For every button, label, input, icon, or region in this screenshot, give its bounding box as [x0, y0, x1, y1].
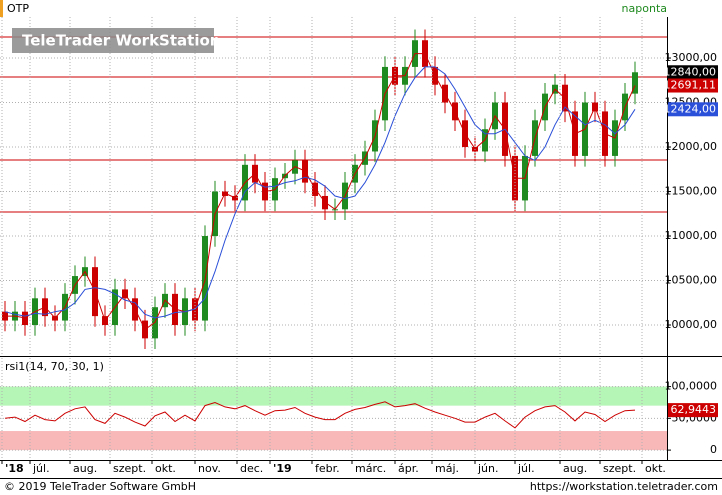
- x-tick-label: szept.: [603, 462, 636, 475]
- y-tick-label: 13000,00: [665, 51, 718, 64]
- x-tick-label: dec.: [240, 462, 263, 475]
- y-tick-label: 12000,00: [665, 140, 718, 153]
- x-tick-label: aug.: [73, 462, 97, 475]
- symbol-marker: [0, 0, 3, 17]
- price-tag-label: 12840,00: [664, 65, 717, 78]
- x-tick-label: '18: [5, 462, 24, 475]
- copyright: © 2019 TeleTrader Software GmbH: [4, 480, 196, 493]
- y-tick-label: 0: [710, 443, 717, 456]
- x-tick-label: nov.: [198, 462, 221, 475]
- y-tick-label: 100,0000: [665, 380, 718, 393]
- y-tick-label: 10000,00: [665, 318, 718, 331]
- symbol: OTP: [7, 2, 29, 15]
- x-tick-label: jún.: [477, 462, 499, 475]
- price-tag-label: 12691,11: [664, 79, 717, 92]
- watermark: TeleTrader WorkStation: [22, 32, 220, 50]
- price-tag-label: 62,9443: [671, 403, 717, 416]
- period: naponta: [622, 2, 667, 15]
- indicator-title: rsi1(14, 70, 30, 1): [5, 360, 104, 373]
- x-tick-label: júl.: [517, 462, 535, 475]
- series-line: [4, 66, 636, 319]
- x-tick-label: szept.: [113, 462, 146, 475]
- x-tick-label: márc.: [355, 462, 386, 475]
- footer-url[interactable]: https://workstation.teletrader.com: [530, 480, 718, 493]
- x-tick-label: okt.: [155, 462, 176, 475]
- watermark-box: [12, 28, 214, 53]
- y-tick-label: 11000,00: [665, 229, 718, 242]
- x-tick-label: febr.: [315, 462, 340, 475]
- candle-body: [632, 72, 638, 94]
- price-tag: [668, 78, 718, 93]
- x-tick-label: '19: [273, 462, 292, 475]
- series-line: [4, 401, 636, 429]
- price-tag: [668, 65, 718, 80]
- price-tag: [668, 102, 718, 117]
- price-tag: [668, 403, 718, 418]
- x-tick-label: ápr.: [398, 462, 419, 475]
- x-tick-label: aug.: [563, 462, 587, 475]
- x-tick-label: máj.: [435, 462, 459, 475]
- x-tick-label: júl.: [32, 462, 50, 475]
- y-tick-label: 10500,00: [665, 274, 718, 287]
- price-tag-label: 12424,00: [664, 102, 717, 115]
- rsi-band: [0, 386, 667, 406]
- x-tick-label: okt.: [645, 462, 666, 475]
- rsi-band: [0, 431, 667, 451]
- y-tick-label: 11500,00: [665, 185, 718, 198]
